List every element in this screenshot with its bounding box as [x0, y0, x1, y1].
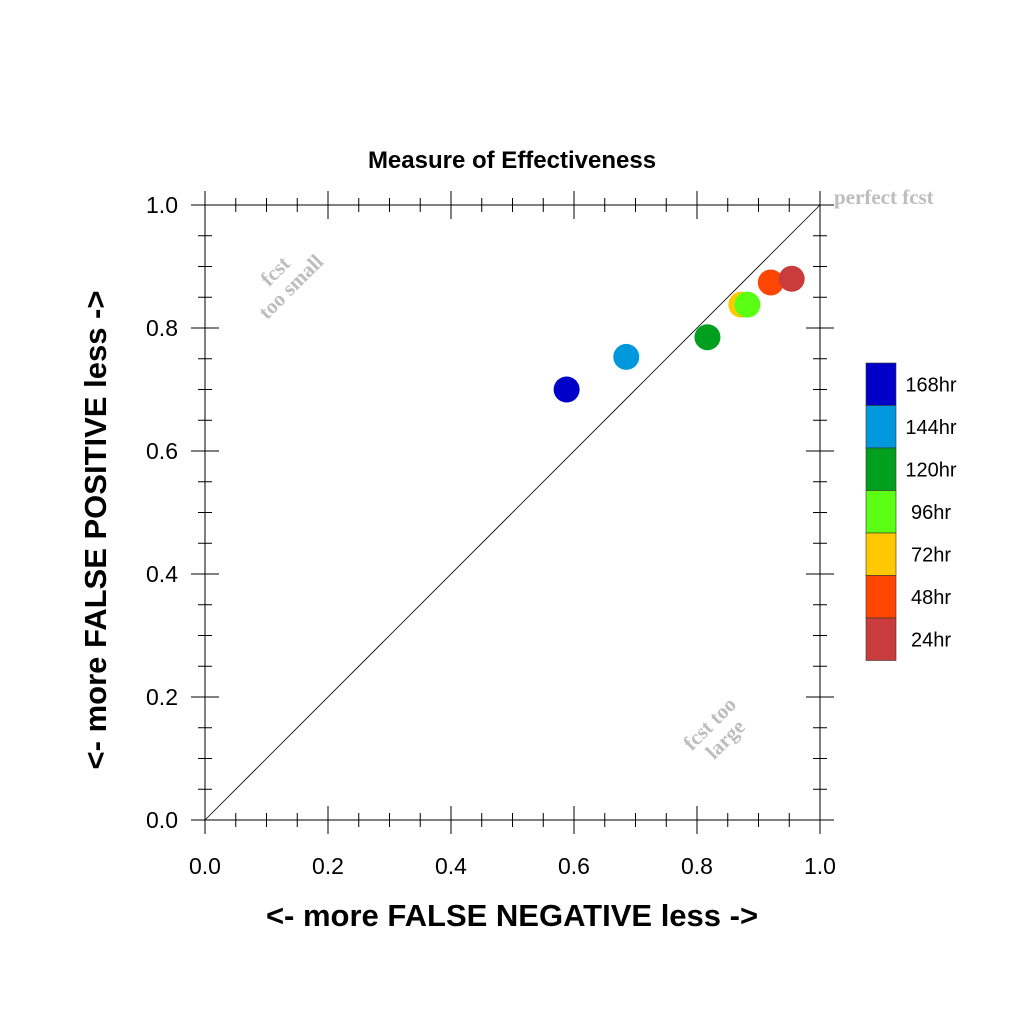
y-tick-label: 0.0 [146, 807, 178, 833]
x-tick-label: 0.6 [558, 853, 590, 879]
perfect-forecast-annotation: perfect fcst [834, 185, 934, 209]
point-96hr [734, 291, 761, 318]
legend-swatch-168hr [865, 362, 897, 406]
y-tick-label: 0.2 [146, 684, 178, 710]
y-tick-label: 1.0 [146, 192, 178, 218]
legend-label-72hr: 72hr [911, 544, 951, 566]
point-168hr [553, 376, 580, 403]
x-axis-label: <- more FALSE NEGATIVE less -> [266, 898, 758, 933]
chart-title: Measure of Effectiveness [368, 147, 656, 174]
legend-label-144hr: 144hr [905, 417, 956, 439]
x-tick-label: 1.0 [804, 853, 836, 879]
point-48hr [757, 269, 784, 296]
y-axis-label: <- more FALSE POSITIVE less -> [78, 291, 113, 770]
x-tick-label: 0.4 [435, 853, 467, 879]
x-tick-label: 0.8 [681, 853, 713, 879]
point-120hr [694, 324, 721, 351]
y-tick-label: 0.8 [146, 315, 178, 341]
legend-swatch-144hr [865, 405, 897, 449]
too-small-annotation: fcst too small [254, 249, 328, 323]
y-tick-label: 0.6 [146, 438, 178, 464]
y-tick-label: 0.4 [146, 561, 178, 587]
point-144hr [613, 343, 640, 370]
point-24hr [778, 265, 805, 292]
legend-label-168hr: 168hr [905, 374, 956, 396]
legend-label-24hr: 24hr [911, 629, 951, 651]
legend-swatch-96hr [865, 490, 897, 534]
too-small-line2: too small [254, 249, 328, 323]
x-tick-label: 0.2 [312, 853, 344, 879]
data-points [553, 265, 805, 403]
too-large-annotation: fcst too large [678, 692, 749, 763]
x-tick-labels: 0.0 0.2 0.4 0.6 0.8 1.0 [189, 853, 836, 879]
legend-swatch-72hr [865, 532, 897, 576]
axis-ticks [191, 191, 834, 834]
legend: 168hr 144hr 120hr 96hr 72hr 48hr 24hr [865, 362, 957, 661]
legend-swatch-48hr [865, 575, 897, 619]
legend-swatch-120hr [865, 447, 897, 491]
legend-label-48hr: 48hr [911, 587, 951, 609]
x-tick-label: 0.0 [189, 853, 221, 879]
legend-label-120hr: 120hr [905, 459, 956, 481]
legend-label-96hr: 96hr [911, 502, 951, 524]
legend-swatch-24hr [865, 617, 897, 661]
y-tick-labels: 0.0 0.2 0.4 0.6 0.8 1.0 [146, 192, 178, 833]
perfect-forecast-line [204, 204, 821, 821]
